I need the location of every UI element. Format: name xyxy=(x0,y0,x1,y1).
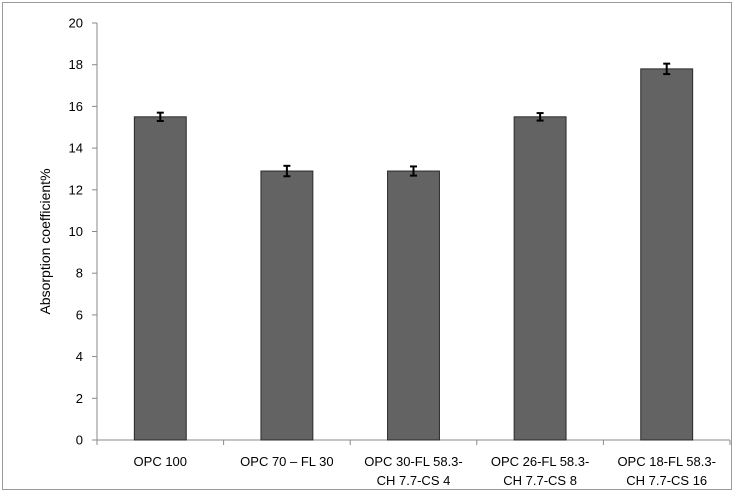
bar-3 xyxy=(387,170,440,441)
bar-4 xyxy=(513,116,567,441)
x-category-label-5: OPC 18-FL 58.3-CH 7.7-CS 16 xyxy=(617,454,716,488)
y-tick-label: 4 xyxy=(76,349,83,364)
y-tick-label: 6 xyxy=(76,307,83,322)
y-tick-label: 8 xyxy=(76,266,83,281)
y-axis-title: Absorption coefficient% xyxy=(37,168,53,314)
y-tick-label: 0 xyxy=(76,433,83,448)
y-tick-label: 2 xyxy=(76,391,83,406)
y-tick-label: 10 xyxy=(69,224,83,239)
y-tick-label: 16 xyxy=(69,99,83,114)
x-category-label-1: OPC 100 xyxy=(134,454,187,469)
error-bars xyxy=(156,62,671,178)
bar-2 xyxy=(260,170,314,441)
x-category-label-2: OPC 70 – FL 30 xyxy=(240,454,333,469)
x-category-label-3: OPC 30-FL 58.3-CH 7.7-CS 4 xyxy=(364,454,463,488)
x-axis: OPC 100 OPC 70 – FL 30 OPC 30-FL 58.3-CH 7… xyxy=(96,439,731,488)
bar-1 xyxy=(133,116,187,441)
y-tick-label: 20 xyxy=(69,16,83,31)
y-axis: 0 2 4 6 8 10 12 14 16 18 20 xyxy=(69,16,98,448)
bar-5 xyxy=(640,68,694,441)
bars xyxy=(133,68,694,441)
y-tick-label: 12 xyxy=(69,182,83,197)
y-tick-label: 18 xyxy=(69,57,83,72)
x-category-label-4: OPC 26-FL 58.3-CH 7.7-CS 8 xyxy=(491,454,590,488)
y-tick-label: 14 xyxy=(69,141,83,156)
